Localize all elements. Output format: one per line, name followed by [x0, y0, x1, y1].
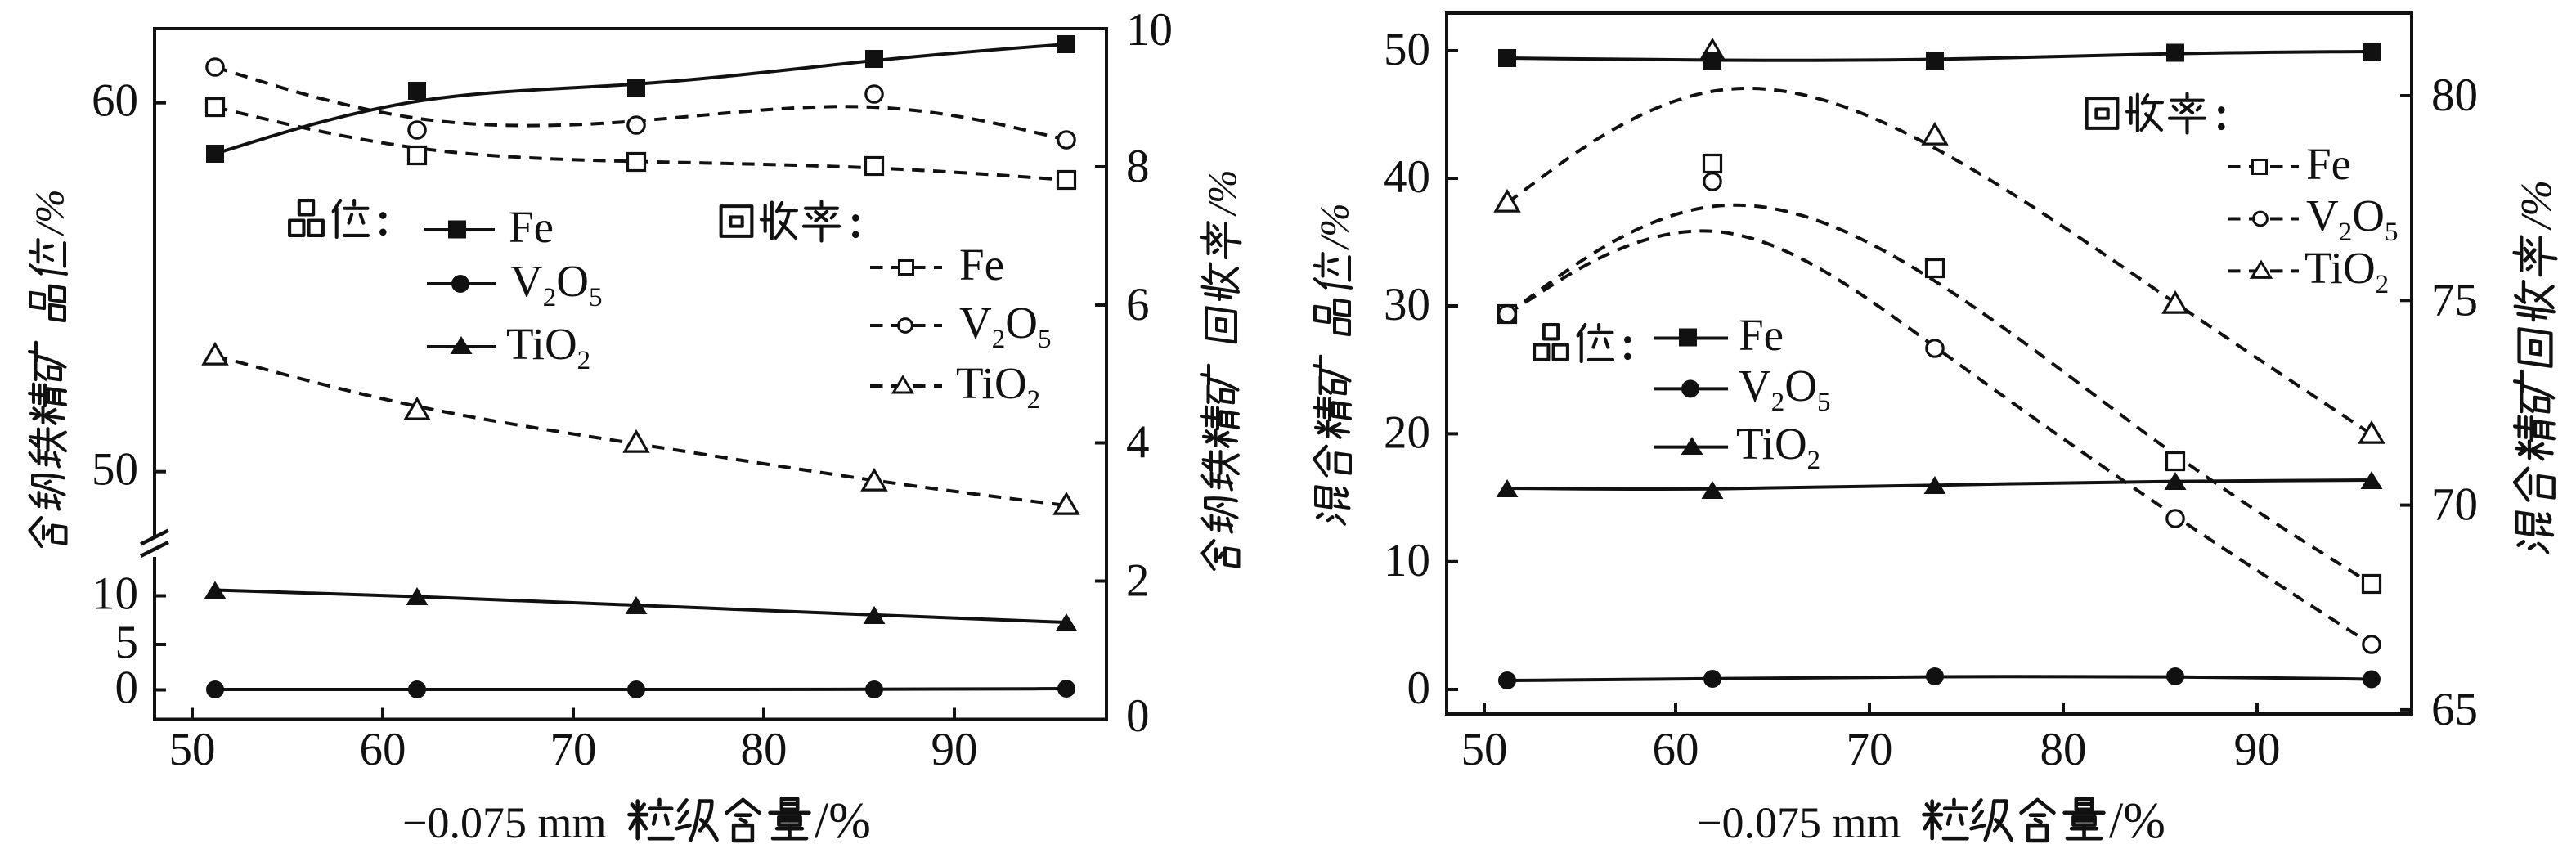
svg-text:60: 60: [92, 75, 138, 127]
svg-text:V2O5: V2O5: [510, 256, 602, 312]
svg-text:−0.075 mm: −0.075 mm: [402, 798, 606, 847]
svg-text:90: 90: [931, 724, 978, 775]
svg-text:10: 10: [1126, 4, 1173, 56]
svg-text:Fe: Fe: [959, 240, 1004, 290]
svg-text:/%: /%: [2109, 793, 2165, 849]
svg-text:TiO2: TiO2: [1736, 419, 1820, 475]
svg-text:V2O5: V2O5: [2306, 191, 2398, 247]
svg-text:80: 80: [2040, 724, 2087, 775]
svg-text:TiO2: TiO2: [956, 358, 1040, 415]
svg-text:20: 20: [1384, 406, 1430, 458]
svg-text:30: 30: [1384, 279, 1430, 330]
svg-text:5: 5: [115, 617, 139, 668]
svg-text:Fe: Fe: [509, 202, 554, 252]
svg-text:40: 40: [1384, 151, 1430, 203]
svg-text:2: 2: [1126, 555, 1150, 607]
svg-text:/%: /%: [2511, 180, 2560, 231]
svg-text:50: 50: [169, 724, 216, 775]
svg-text:70: 70: [2431, 479, 2478, 531]
svg-text:8: 8: [1126, 141, 1150, 192]
svg-text:65: 65: [2431, 684, 2478, 735]
svg-text:80: 80: [741, 724, 788, 775]
svg-text:Fe: Fe: [1739, 310, 1784, 360]
svg-text:10: 10: [92, 568, 138, 620]
svg-text:10: 10: [1384, 535, 1430, 586]
svg-text:60: 60: [1653, 724, 1699, 775]
svg-text:/%: /%: [1311, 203, 1357, 251]
svg-text:50: 50: [92, 444, 138, 496]
svg-text:V2O5: V2O5: [959, 298, 1051, 354]
svg-text:/%: /%: [815, 793, 871, 849]
svg-text:Fe: Fe: [2306, 139, 2351, 189]
svg-text:80: 80: [2431, 70, 2478, 121]
svg-text:70: 70: [1847, 724, 1893, 775]
svg-text:60: 60: [360, 724, 406, 775]
svg-text:6: 6: [1126, 279, 1150, 330]
svg-text:75: 75: [2431, 274, 2478, 325]
svg-text:/%: /%: [1199, 169, 1245, 218]
svg-text:70: 70: [550, 724, 597, 775]
svg-text:V2O5: V2O5: [1739, 361, 1830, 417]
svg-text:/%: /%: [26, 189, 72, 237]
svg-text:−0.075 mm: −0.075 mm: [1697, 798, 1901, 847]
svg-text:TiO2: TiO2: [2304, 243, 2389, 299]
svg-text:4: 4: [1126, 417, 1150, 469]
svg-text:0: 0: [1407, 662, 1431, 714]
svg-text:0: 0: [1126, 690, 1150, 742]
svg-text:50: 50: [1461, 724, 1508, 775]
svg-text:90: 90: [2234, 724, 2281, 775]
svg-text:TiO2: TiO2: [506, 319, 590, 375]
svg-text:0: 0: [115, 662, 139, 714]
svg-text:50: 50: [1384, 24, 1430, 75]
